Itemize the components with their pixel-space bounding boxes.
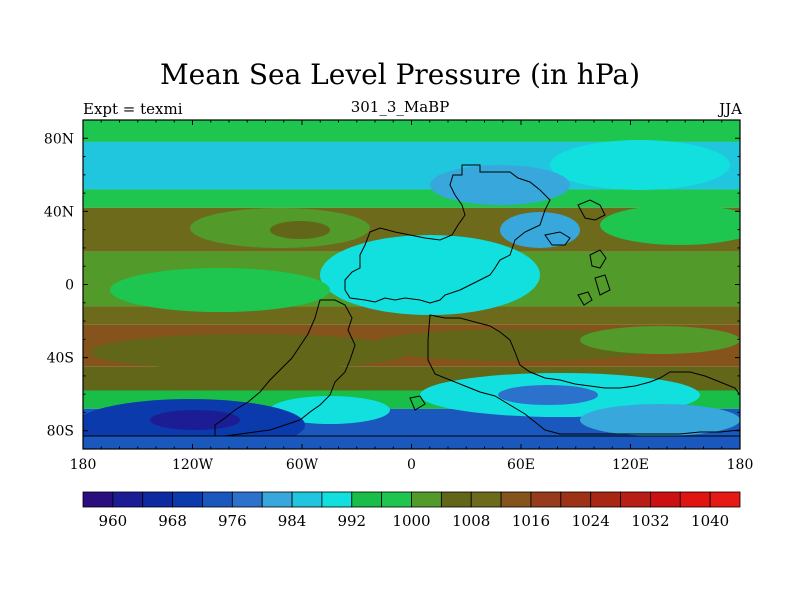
colorbar-swatch bbox=[470, 491, 502, 508]
colorbar-swatch bbox=[291, 491, 323, 508]
contour-patch bbox=[550, 140, 730, 190]
contour-patch bbox=[150, 410, 240, 430]
island-outline bbox=[544, 231, 571, 246]
contour-patch bbox=[270, 221, 330, 239]
x-tick-label: 180 bbox=[727, 457, 754, 473]
x-tick-label: 120W bbox=[172, 457, 214, 473]
contour-patch bbox=[320, 235, 540, 315]
colorbar-swatch bbox=[709, 491, 741, 508]
colorbar-swatch bbox=[142, 491, 173, 508]
y-axis: 80N 40N 0 40S 80S bbox=[44, 131, 740, 440]
continent-outline bbox=[427, 314, 740, 435]
contour-patch bbox=[580, 326, 740, 354]
continent-outline bbox=[214, 299, 356, 437]
colorbar-swatch bbox=[650, 491, 681, 508]
y-tick-label: 40S bbox=[47, 351, 74, 367]
colorbar-swatch bbox=[231, 491, 263, 508]
colorbar-swatch bbox=[560, 491, 592, 508]
y-tick-label: 80N bbox=[44, 131, 74, 147]
colorbar-swatch bbox=[321, 491, 353, 508]
island-outline bbox=[409, 395, 426, 411]
colorbar-swatch bbox=[440, 491, 472, 508]
contour-patch bbox=[430, 165, 570, 205]
colorbar-swatch bbox=[679, 491, 711, 508]
x-tick-label: 60E bbox=[507, 457, 535, 473]
colorbar-swatch bbox=[172, 491, 203, 508]
colorbar: 960 968 976 984 992 1000 1008 1016 1024 1032 1040 bbox=[82, 491, 741, 530]
contour-patch bbox=[498, 385, 598, 405]
island-outline bbox=[577, 291, 593, 306]
season-label: JJA bbox=[719, 100, 742, 118]
experiment-label: Expt = texmi bbox=[83, 100, 183, 118]
colorbar-label: 976 bbox=[218, 512, 247, 530]
island-outline bbox=[577, 199, 606, 221]
pressure-band bbox=[83, 120, 740, 142]
colorbar-label: 960 bbox=[99, 512, 128, 530]
contour-patch bbox=[580, 404, 740, 436]
island-outline bbox=[594, 274, 611, 296]
x-tick-label: 180 bbox=[70, 457, 97, 473]
colorbar-swatch bbox=[351, 491, 383, 508]
continent-outline bbox=[344, 164, 551, 304]
colorbar-swatch bbox=[590, 491, 621, 508]
chart-title: Mean Sea Level Pressure (in hPa) bbox=[159, 58, 641, 91]
colorbar-label: 984 bbox=[278, 512, 307, 530]
x-tick-label: 0 bbox=[407, 457, 416, 473]
colorbar-label: 1016 bbox=[512, 512, 550, 530]
y-tick-label: 80S bbox=[47, 424, 74, 440]
colorbar-label: 1032 bbox=[631, 512, 669, 530]
colorbar-swatch bbox=[112, 491, 144, 508]
colorbar-swatch bbox=[261, 491, 293, 508]
contour-patch bbox=[270, 396, 390, 424]
contour-patch bbox=[500, 212, 580, 248]
contour-patch bbox=[600, 205, 740, 245]
pressure-band bbox=[83, 189, 740, 208]
contour-field bbox=[83, 120, 740, 449]
x-tick-label: 60W bbox=[286, 457, 319, 473]
colorbar-swatch bbox=[202, 491, 233, 508]
y-tick-label: 0 bbox=[65, 278, 74, 294]
colorbar-label: 968 bbox=[158, 512, 187, 530]
x-tick-label: 120E bbox=[612, 457, 649, 473]
contour-patch bbox=[83, 436, 740, 449]
colorbar-label: 1040 bbox=[691, 512, 729, 530]
y-tick-label: 40N bbox=[44, 204, 74, 220]
continent-outlines bbox=[83, 164, 740, 437]
x-axis: 180 120W 60W 0 60E 120E 180 bbox=[70, 120, 754, 473]
colorbar-label: 1000 bbox=[392, 512, 430, 530]
colorbar-swatch bbox=[500, 491, 532, 508]
contour-patch bbox=[110, 268, 330, 312]
colorbar-label: 1008 bbox=[452, 512, 490, 530]
colorbar-label: 992 bbox=[337, 512, 366, 530]
colorbar-swatch bbox=[620, 491, 651, 508]
colorbar-swatch bbox=[411, 491, 442, 508]
contour-patch bbox=[90, 334, 410, 370]
colorbar-label: 1024 bbox=[572, 512, 610, 530]
run-label: 301_3_MaBP bbox=[350, 98, 450, 116]
island-outline bbox=[589, 249, 607, 269]
colorbar-swatch bbox=[82, 491, 114, 508]
colorbar-swatch bbox=[381, 491, 412, 508]
colorbar-swatch bbox=[530, 491, 562, 508]
